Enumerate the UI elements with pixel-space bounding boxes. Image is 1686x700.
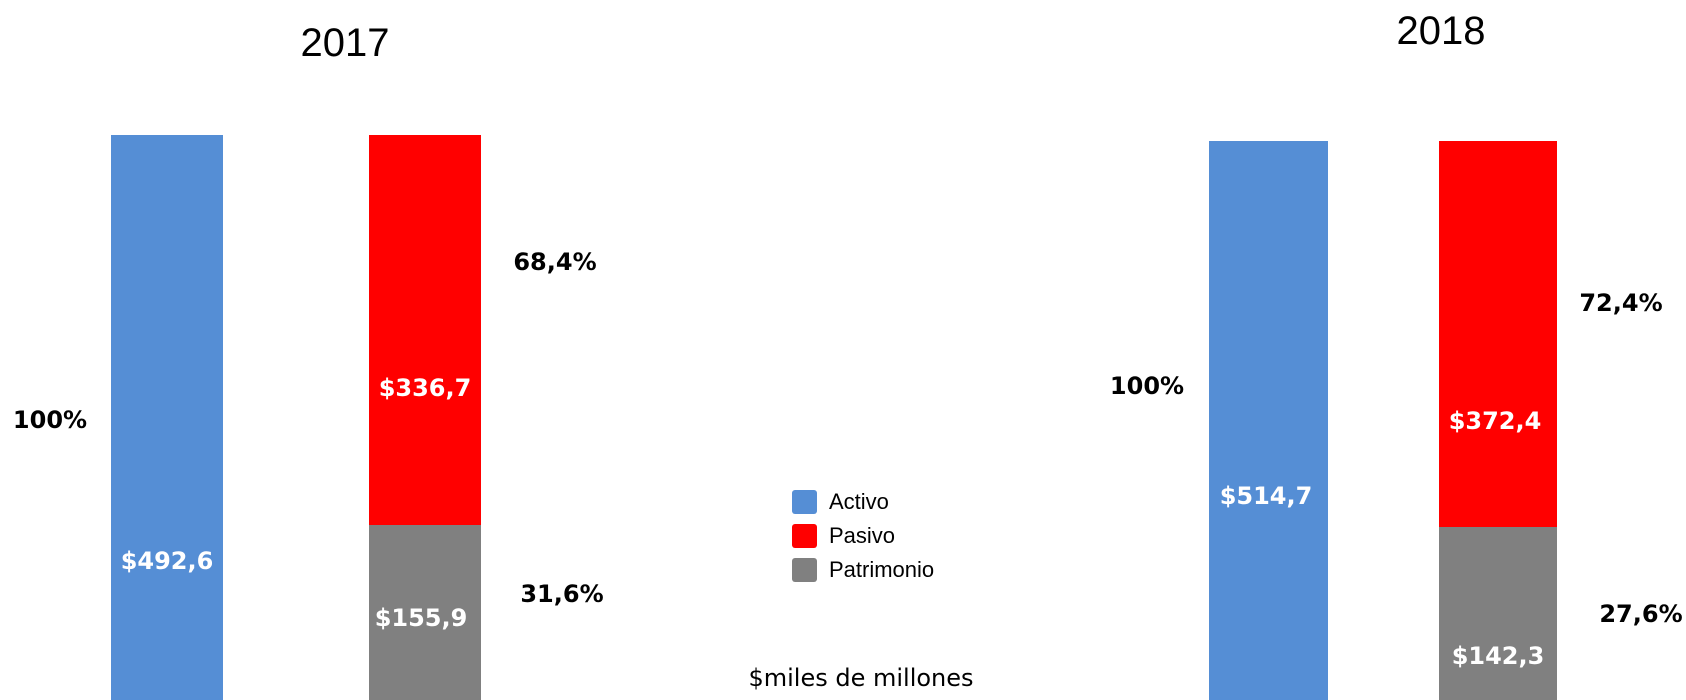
value-label-2018-activo: $514,7 [1220,482,1313,510]
value-label-2017-patrimonio: $155,9 [375,604,468,632]
legend-swatch-patrimonio [792,558,817,582]
legend-label-pasivo: Pasivo [829,523,895,548]
percent-label-2017-pasivo: 68,4% [513,248,596,276]
chart-title-2018: 2018 [1397,9,1486,53]
bar-2018-patrimonio [1439,527,1557,700]
percent-label-2017-activo: 100% [13,406,87,434]
unit-note: $miles de millones [748,664,973,692]
bar-2017-activo [111,135,223,700]
percent-label-2018-pasivo: 72,4% [1579,289,1662,317]
legend-swatch-activo [792,490,817,514]
legend: Activo Pasivo Patrimonio [792,489,934,582]
percent-label-2018-activo: 100% [1110,372,1184,400]
legend-swatch-pasivo [792,524,817,548]
legend-label-patrimonio: Patrimonio [829,557,934,582]
value-label-2017-pasivo: $336,7 [379,374,472,402]
value-label-2017-activo: $492,6 [121,547,214,575]
bar-2017-pasivo [369,135,481,525]
bar-2018-pasivo [1439,141,1557,527]
bar-2017-patrimonio [369,525,481,700]
percent-label-2018-patrimonio: 27,6% [1599,600,1682,628]
chart-title-2017: 2017 [301,21,390,65]
bar-2018-activo [1209,141,1328,700]
percent-label-2017-patrimonio: 31,6% [520,580,603,608]
legend-label-activo: Activo [829,489,889,514]
value-label-2018-pasivo: $372,4 [1449,407,1542,435]
value-label-2018-patrimonio: $142,3 [1452,642,1545,670]
